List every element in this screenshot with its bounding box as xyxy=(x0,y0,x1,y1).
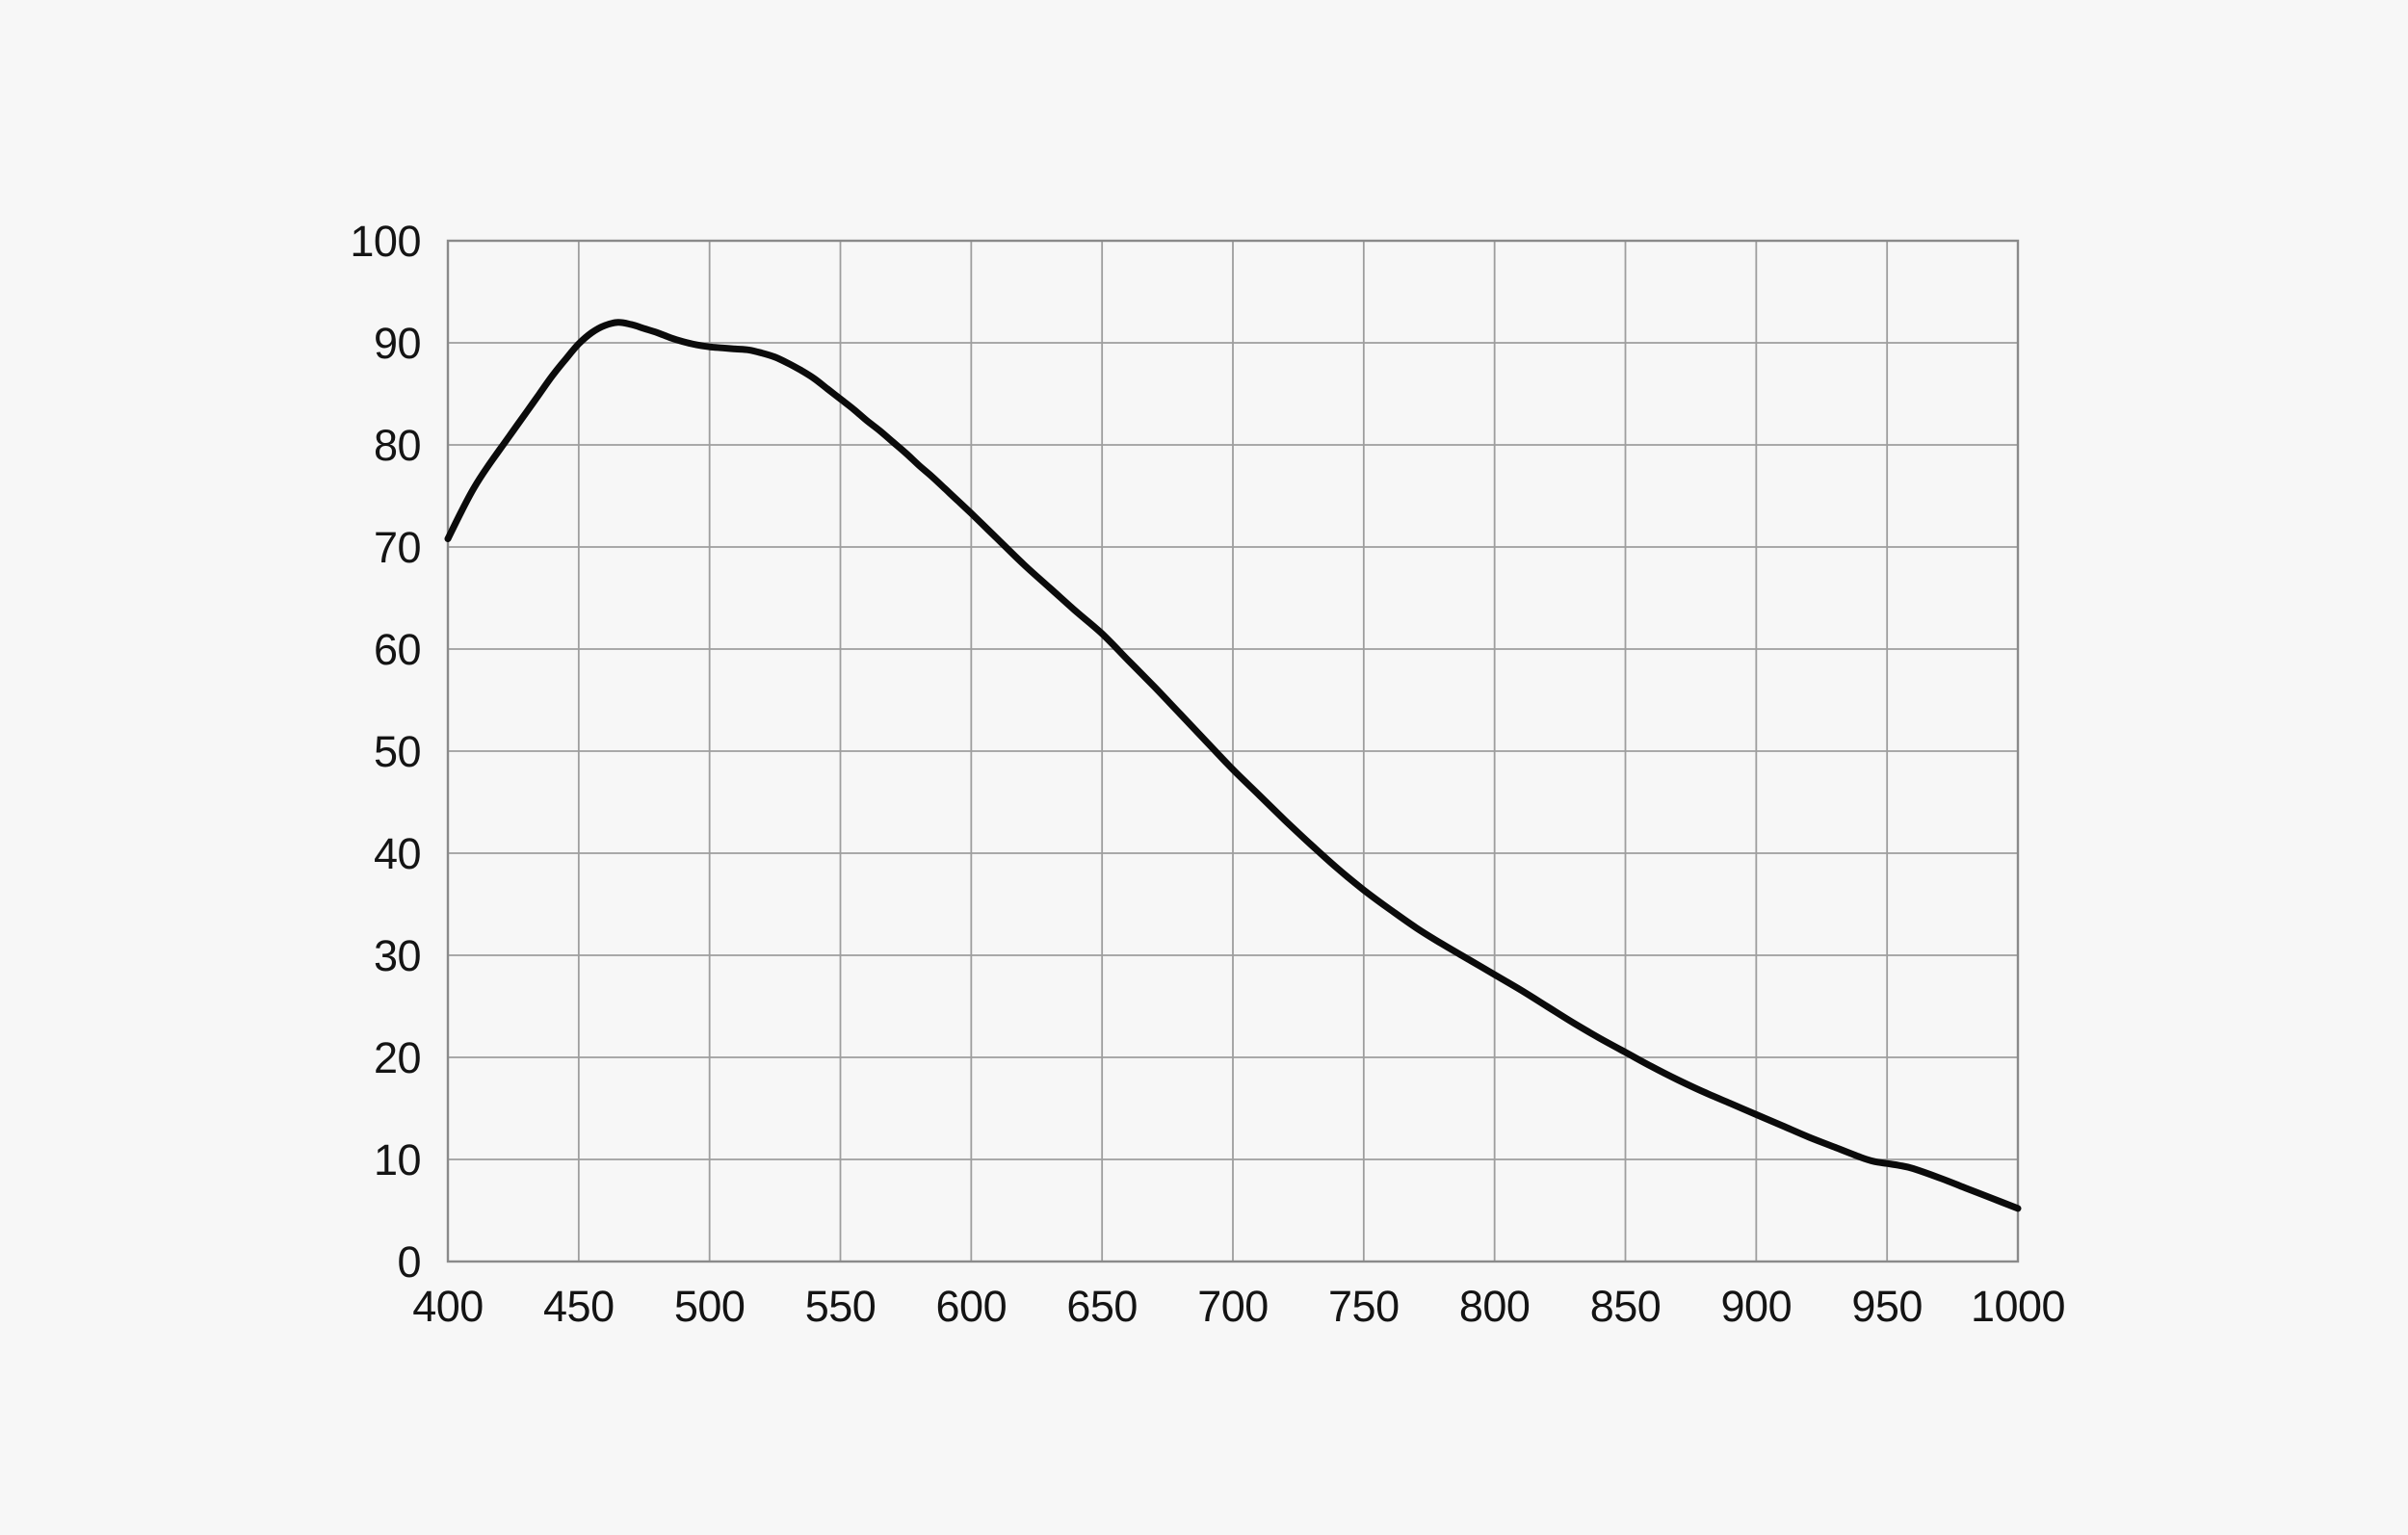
x-tick-label: 650 xyxy=(1066,1282,1138,1331)
grid-lines xyxy=(447,240,2019,1262)
y-tick-label: 40 xyxy=(374,829,421,878)
x-tick-label: 850 xyxy=(1590,1282,1662,1331)
y-tick-label: 100 xyxy=(350,217,421,266)
x-tick-label: 750 xyxy=(1328,1282,1400,1331)
x-tick-label: 550 xyxy=(805,1282,877,1331)
y-tick-label: 20 xyxy=(374,1033,421,1082)
x-tick-label: 400 xyxy=(412,1282,484,1331)
y-tick-label: 70 xyxy=(374,523,421,572)
y-tick-label: 90 xyxy=(374,319,421,368)
x-tick-label: 900 xyxy=(1721,1282,1793,1331)
x-tick-label: 450 xyxy=(543,1282,615,1331)
y-tick-label: 80 xyxy=(374,421,421,470)
y-tick-label: 10 xyxy=(374,1135,421,1184)
y-tick-label: 60 xyxy=(374,625,421,674)
y-tick-label: 50 xyxy=(374,727,421,776)
x-tick-label: 600 xyxy=(936,1282,1008,1331)
x-axis-tick-labels: 400 450 500 550 600 650 700 750 800 850 900 950 1000 xyxy=(412,1282,2065,1331)
x-tick-label: 950 xyxy=(1851,1282,1923,1331)
x-tick-label: 700 xyxy=(1197,1282,1269,1331)
y-tick-label: 30 xyxy=(374,931,421,980)
y-axis-tick-labels: 0 10 20 30 40 50 60 70 80 90 100 xyxy=(350,217,421,1287)
series-line-response-curve xyxy=(444,319,2022,1212)
x-tick-label: 500 xyxy=(674,1282,746,1331)
plot-border xyxy=(446,239,2020,1263)
x-tick-label: 1000 xyxy=(1971,1282,2065,1331)
x-tick-label: 800 xyxy=(1459,1282,1531,1331)
y-tick-label: 0 xyxy=(397,1237,421,1287)
